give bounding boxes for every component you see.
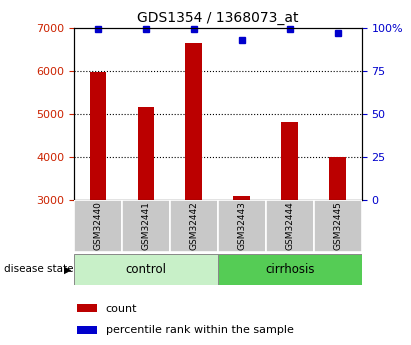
Text: GSM32441: GSM32441 bbox=[141, 201, 150, 250]
Text: count: count bbox=[106, 304, 137, 314]
Text: GSM32440: GSM32440 bbox=[93, 201, 102, 250]
Bar bbox=[74, 254, 218, 285]
Text: GSM32445: GSM32445 bbox=[333, 201, 342, 250]
Bar bbox=[185, 43, 202, 200]
Bar bbox=[74, 200, 122, 252]
Bar bbox=[282, 121, 298, 200]
Bar bbox=[77, 326, 97, 334]
Text: disease state: disease state bbox=[4, 264, 74, 274]
Text: control: control bbox=[125, 263, 166, 276]
Text: percentile rank within the sample: percentile rank within the sample bbox=[106, 325, 293, 335]
Text: cirrhosis: cirrhosis bbox=[265, 263, 314, 276]
Title: GDS1354 / 1368073_at: GDS1354 / 1368073_at bbox=[137, 11, 298, 25]
Bar bbox=[218, 254, 362, 285]
Text: GSM32442: GSM32442 bbox=[189, 201, 199, 250]
Bar bbox=[329, 157, 346, 200]
Text: GSM32444: GSM32444 bbox=[285, 201, 294, 250]
Bar bbox=[170, 200, 218, 252]
Text: ▶: ▶ bbox=[64, 265, 71, 275]
Text: GSM32443: GSM32443 bbox=[237, 201, 246, 250]
Bar bbox=[266, 200, 314, 252]
Bar bbox=[218, 200, 266, 252]
Bar bbox=[233, 196, 250, 200]
Bar bbox=[90, 72, 106, 200]
Bar bbox=[314, 200, 362, 252]
Bar bbox=[122, 200, 170, 252]
Bar bbox=[77, 304, 97, 312]
Bar bbox=[138, 107, 154, 200]
